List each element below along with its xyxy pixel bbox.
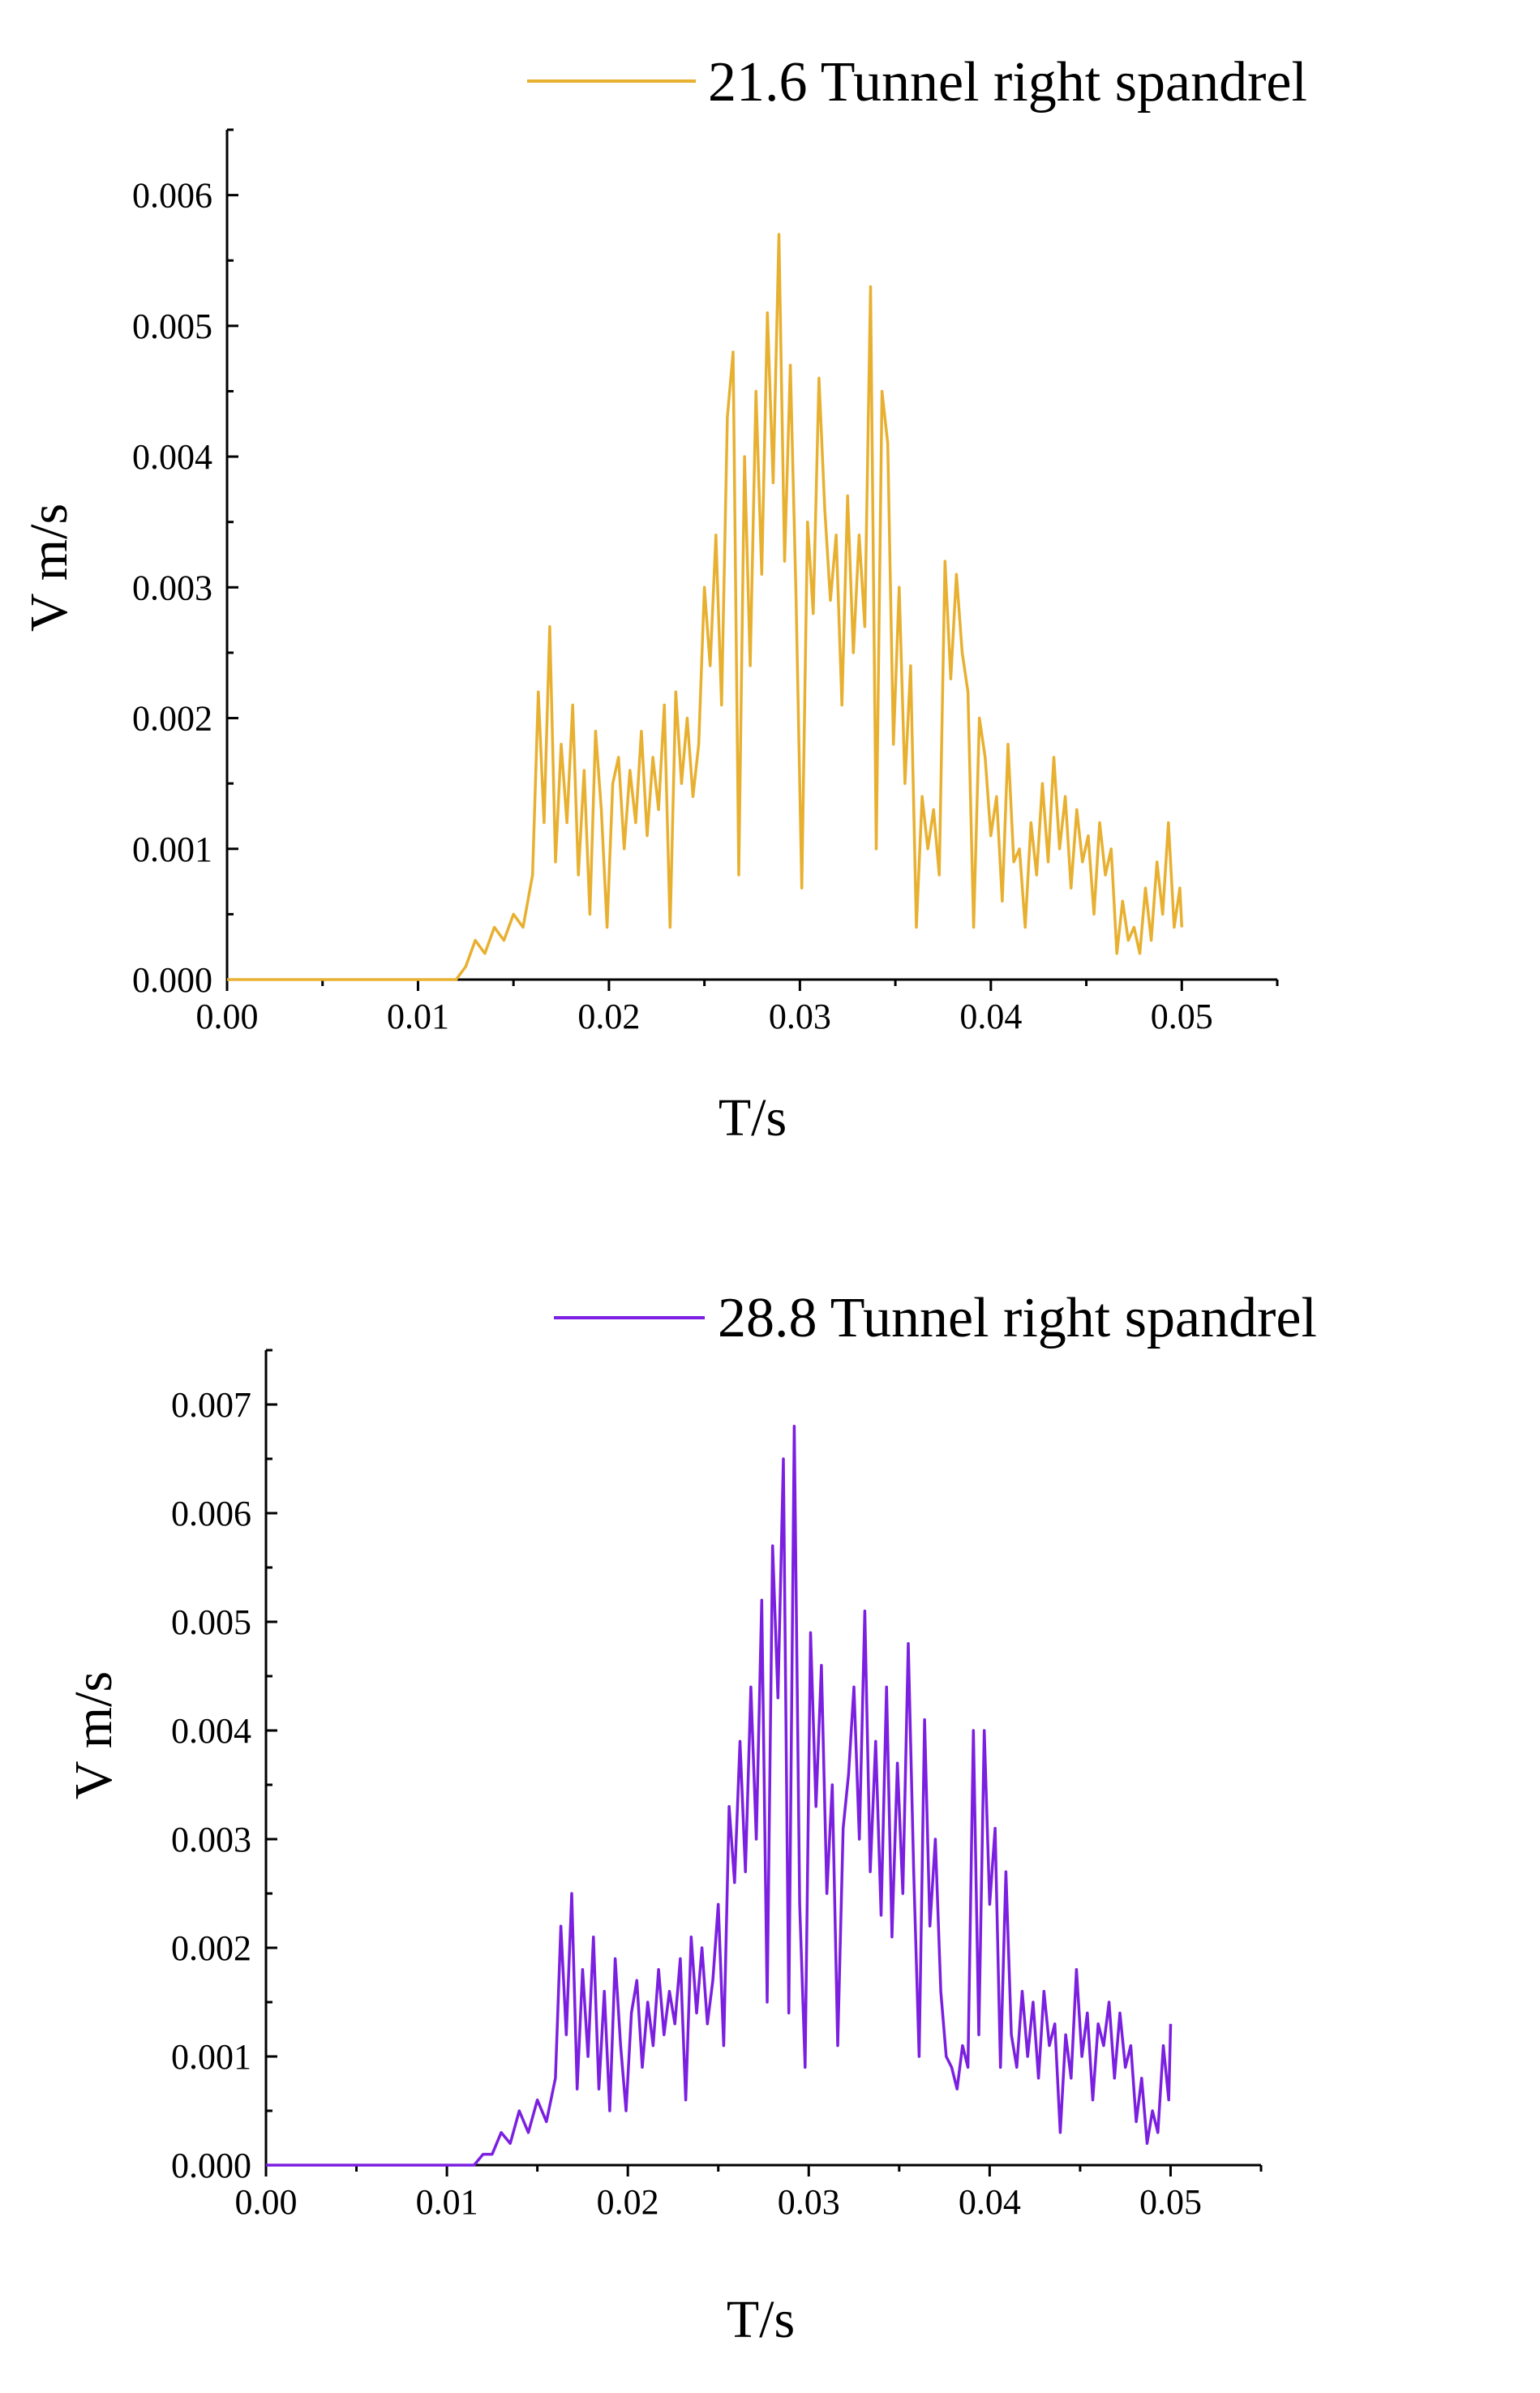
chart-1-y-tick-label: 0.002 [132,699,212,739]
chart-2-y-tick-label: 0.000 [171,2146,251,2185]
chart-1: 21.6 Tunnel right spandrel 0.00 0.01 0.02 0… [19,51,1307,1147]
chart-2-x-axis-title: T/s [727,2290,795,2349]
chart-2-y-axis-title: V m/s [64,1671,123,1799]
chart-1-y-tick-label: 0.006 [132,176,212,216]
chart-2-x-tick-label: 0.04 [959,2182,1021,2222]
chart-2-y-tick-label: 0.001 [171,2037,251,2077]
chart-2-x-tick-label: 0.01 [416,2182,478,2222]
chart-2-series-line [266,1425,1173,2167]
chart-1-x-tick-label: 0.05 [1151,997,1213,1036]
chart-2-y-tick-label: 0.004 [171,1711,251,1751]
chart-1-y-tick-label: 0.000 [132,960,212,1000]
chart-1-x-tick-label: 0.03 [769,997,831,1036]
chart-1-series-line [227,233,1184,981]
chart-2-axes: 0.00 0.01 0.02 0.03 0.04 0.05 0.000 0.001 0.002 0… [171,1349,1263,2222]
chart-2-y-tick-label: 0.006 [171,1494,251,1533]
chart-1-y-tick-label: 0.001 [132,830,212,869]
chart-2-x-tick-label: 0.05 [1139,2182,1202,2222]
chart-2: 28.8 Tunnel right spandrel 0.00 0.01 0.02 0… [64,1287,1317,2349]
chart-1-y-tick-label: 0.003 [132,568,212,607]
chart-2-legend: 28.8 Tunnel right spandrel [554,1287,1317,1349]
chart-1-axes: 0.00 0.01 0.02 0.03 0.04 0.05 0.000 0.001 0.002 0… [132,128,1279,1036]
chart-2-y-tick-label: 0.005 [171,1602,251,1642]
chart-1-y-axis-title: V m/s [19,504,79,632]
chart-1-y-tick-label: 0.005 [132,307,212,346]
chart-1-x-tick-label: 0.04 [959,997,1022,1036]
chart-1-x-tick-label: 0.00 [196,997,259,1036]
chart-2-y-tick-label: 0.007 [171,1385,251,1425]
chart-2-y-tick-label: 0.003 [171,1820,251,1859]
chart-2-x-tick-label: 0.02 [597,2182,659,2222]
chart-1-legend: 21.6 Tunnel right spandrel [527,51,1307,114]
chart-1-x-tick-label: 0.02 [577,997,640,1036]
chart-2-x-tick-label: 0.00 [235,2182,298,2222]
chart-1-legend-label: 21.6 Tunnel right spandrel [708,51,1307,114]
chart-1-x-tick-label: 0.01 [387,997,449,1036]
chart-2-x-tick-label: 0.03 [778,2182,840,2222]
chart-2-y-tick-label: 0.002 [171,1928,251,1968]
chart-1-y-tick-label: 0.004 [132,437,212,477]
chart-2-legend-label: 28.8 Tunnel right spandrel [718,1287,1317,1349]
chart-1-x-axis-title: T/s [719,1088,787,1147]
